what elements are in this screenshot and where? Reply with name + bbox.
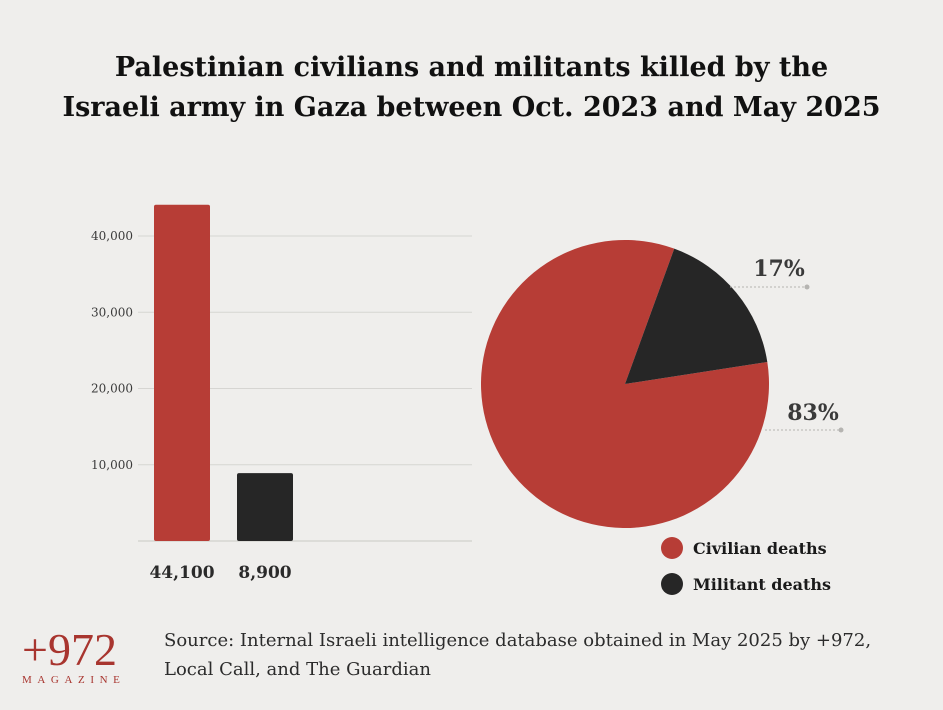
pie-label-militant: 17% — [753, 256, 805, 282]
legend-item-militant: Militant deaths — [652, 566, 831, 602]
magazine-logo: +972 MAGAZINE — [22, 624, 142, 687]
y-tick-label: 40,000 — [91, 229, 133, 243]
militant-swatch — [661, 573, 683, 595]
legend-item-civilian: Civilian deaths — [652, 530, 831, 566]
title-line-1: Palestinian civilians and militants kill… — [114, 52, 829, 83]
pie-label-civilian: 83% — [787, 400, 839, 426]
source-note: Source: Internal Israeli intelligence da… — [164, 626, 924, 684]
civilian-leader-dot — [838, 427, 844, 433]
militant-leader-dot — [804, 284, 810, 290]
pie-slice-militant — [625, 248, 768, 384]
chart-area: 10,000 20,000 30,000 40,000 44,100 8,900 17% 83… — [91, 204, 844, 583]
y-tick-label: 20,000 — [91, 382, 133, 396]
title-line-2: Israeli army in Gaza between Oct. 2023 a… — [62, 92, 881, 123]
bar-value-label: 8,900 — [238, 563, 291, 583]
logo-wordmark: MAGAZINE — [22, 674, 126, 686]
legend: Civilian deaths Militant deaths — [652, 530, 831, 602]
bar-civilian — [154, 204, 210, 542]
bar-value-label: 44,100 — [149, 563, 214, 583]
y-tick-label: 10,000 — [91, 458, 133, 472]
logo-mark: +972 — [22, 624, 117, 675]
bar-militant — [237, 473, 293, 541]
source-line-1: Source: Internal Israeli intelligence da… — [164, 630, 872, 651]
civilian-swatch — [661, 537, 683, 559]
legend-label-civilian: Civilian deaths — [693, 538, 827, 558]
source-line-2: Local Call, and The Guardian — [164, 659, 431, 680]
y-tick-label: 30,000 — [91, 305, 133, 319]
chart-title: Palestinian civilians and militants kill… — [0, 48, 943, 128]
legend-label-militant: Militant deaths — [693, 574, 832, 594]
